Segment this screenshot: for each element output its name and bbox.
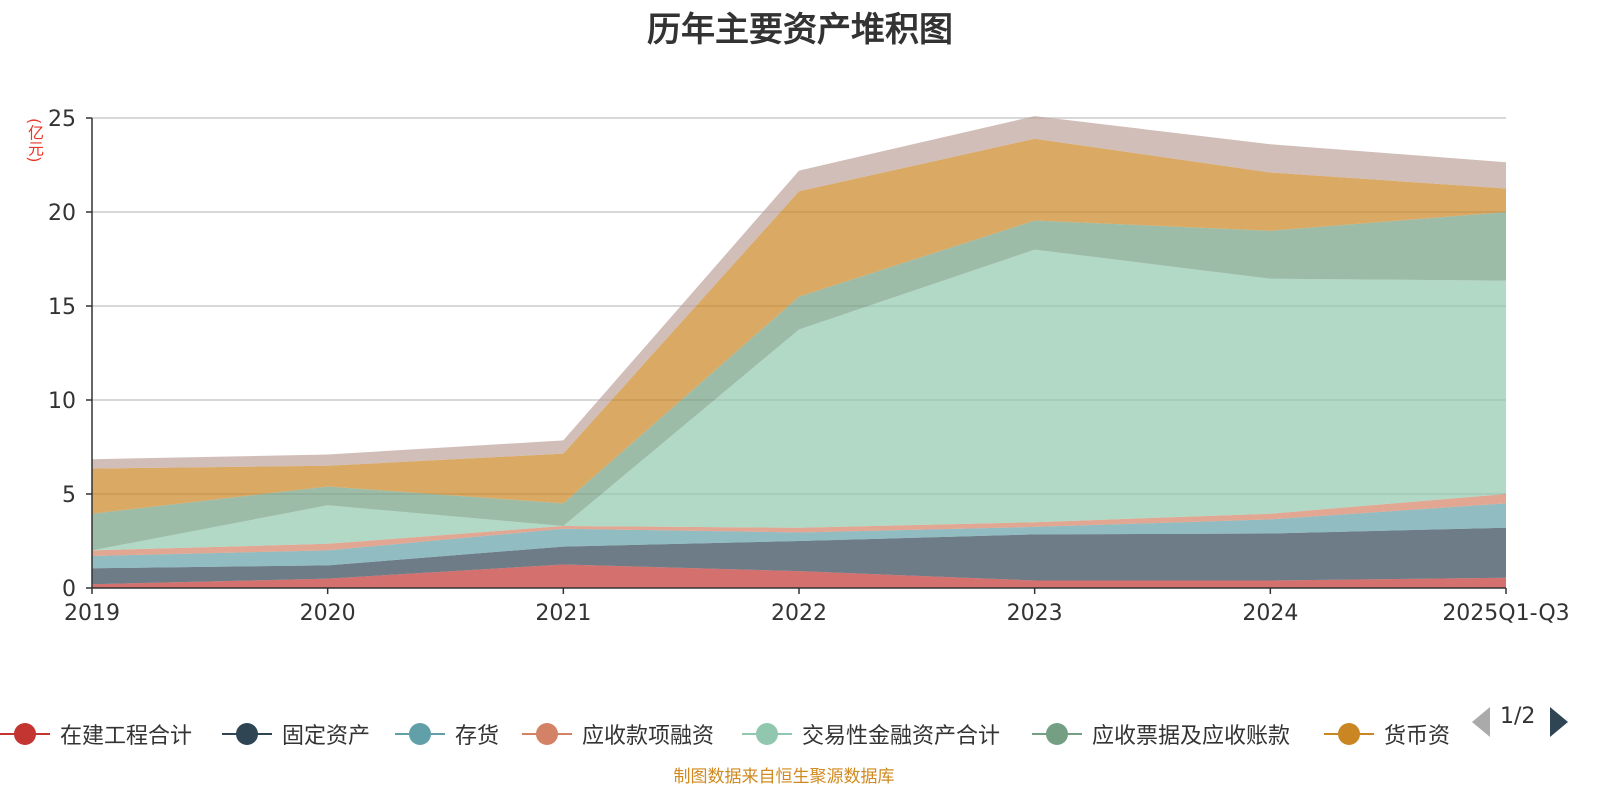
area-series-3[interactable] <box>92 494 1506 556</box>
legend-item[interactable]: 交易性金融资产合计 <box>742 716 1000 752</box>
y-tick-label: 15 <box>48 295 76 320</box>
x-tick-label: 2023 <box>1007 601 1063 626</box>
legend-marker-icon <box>1032 722 1082 746</box>
legend-label: 应收票据及应收账款 <box>1092 724 1291 749</box>
y-tick-label: 0 <box>62 577 76 602</box>
legend-page-indicator: 1/2 <box>1500 704 1536 729</box>
area-series-5[interactable] <box>92 212 1506 551</box>
legend-item[interactable]: 固定资产 <box>222 716 370 752</box>
y-tick-label: 10 <box>48 389 76 414</box>
x-tick-label: 2022 <box>771 601 827 626</box>
legend: 在建工程合计 固定资产 存货 应收款项融资 交易性金融资产合计 应收票据及应收账款 货币资 <box>0 716 1470 756</box>
legend-item[interactable]: 货币资 <box>1324 716 1450 752</box>
area-series-4[interactable] <box>92 249 1506 551</box>
legend-marker-icon <box>0 722 50 746</box>
legend-label: 固定资产 <box>282 724 371 749</box>
area-series-2[interactable] <box>92 503 1506 569</box>
legend-pager: 1/2 <box>1472 704 1600 740</box>
legend-marker-icon <box>522 722 572 746</box>
area-series-7[interactable] <box>92 116 1506 469</box>
x-tick-label: 2020 <box>300 601 356 626</box>
legend-item[interactable]: 存货 <box>395 716 499 752</box>
legend-label: 货币资 <box>1384 724 1451 749</box>
y-axis-unit-label: (亿元) <box>25 118 44 163</box>
x-tick-label: 2024 <box>1242 601 1298 626</box>
legend-prev-page-icon[interactable] <box>1472 707 1490 737</box>
legend-marker-icon <box>395 722 445 746</box>
legend-label: 应收款项融资 <box>582 724 715 749</box>
legend-label: 交易性金融资产合计 <box>802 724 1001 749</box>
x-tick-label: 2021 <box>535 601 591 626</box>
legend-marker-icon <box>1324 722 1374 746</box>
y-tick-label: 5 <box>62 483 76 508</box>
area-series <box>92 116 1506 588</box>
legend-label: 在建工程合计 <box>60 724 193 749</box>
legend-item[interactable]: 应收款项融资 <box>522 716 714 752</box>
legend-next-page-icon[interactable] <box>1550 707 1568 737</box>
legend-label: 存货 <box>455 724 500 749</box>
legend-marker-icon <box>222 722 272 746</box>
stacked-area-chart: 0 5 10 15 20 25 2019 2020 2021 2022 2023 2024 2025Q1… <box>48 107 1570 626</box>
area-series-1[interactable] <box>92 527 1506 585</box>
legend-marker-icon <box>742 722 792 746</box>
area-series-6[interactable] <box>92 138 1506 514</box>
x-tick-label: 2019 <box>64 601 120 626</box>
x-tick-label: 2025Q1-Q3 <box>1442 601 1569 626</box>
area-series-0[interactable] <box>92 564 1506 589</box>
legend-item[interactable]: 应收票据及应收账款 <box>1032 716 1290 752</box>
y-tick-label: 20 <box>48 201 76 226</box>
chart-title: 历年主要资产堆积图 <box>647 10 953 50</box>
data-source-note: 制图数据来自恒生聚源数据库 <box>673 767 895 787</box>
legend-item[interactable]: 在建工程合计 <box>0 716 192 752</box>
axes: 0 5 10 15 20 25 2019 2020 2021 2022 2023 2024 2025Q1… <box>48 107 1570 626</box>
y-tick-label: 25 <box>48 107 76 132</box>
